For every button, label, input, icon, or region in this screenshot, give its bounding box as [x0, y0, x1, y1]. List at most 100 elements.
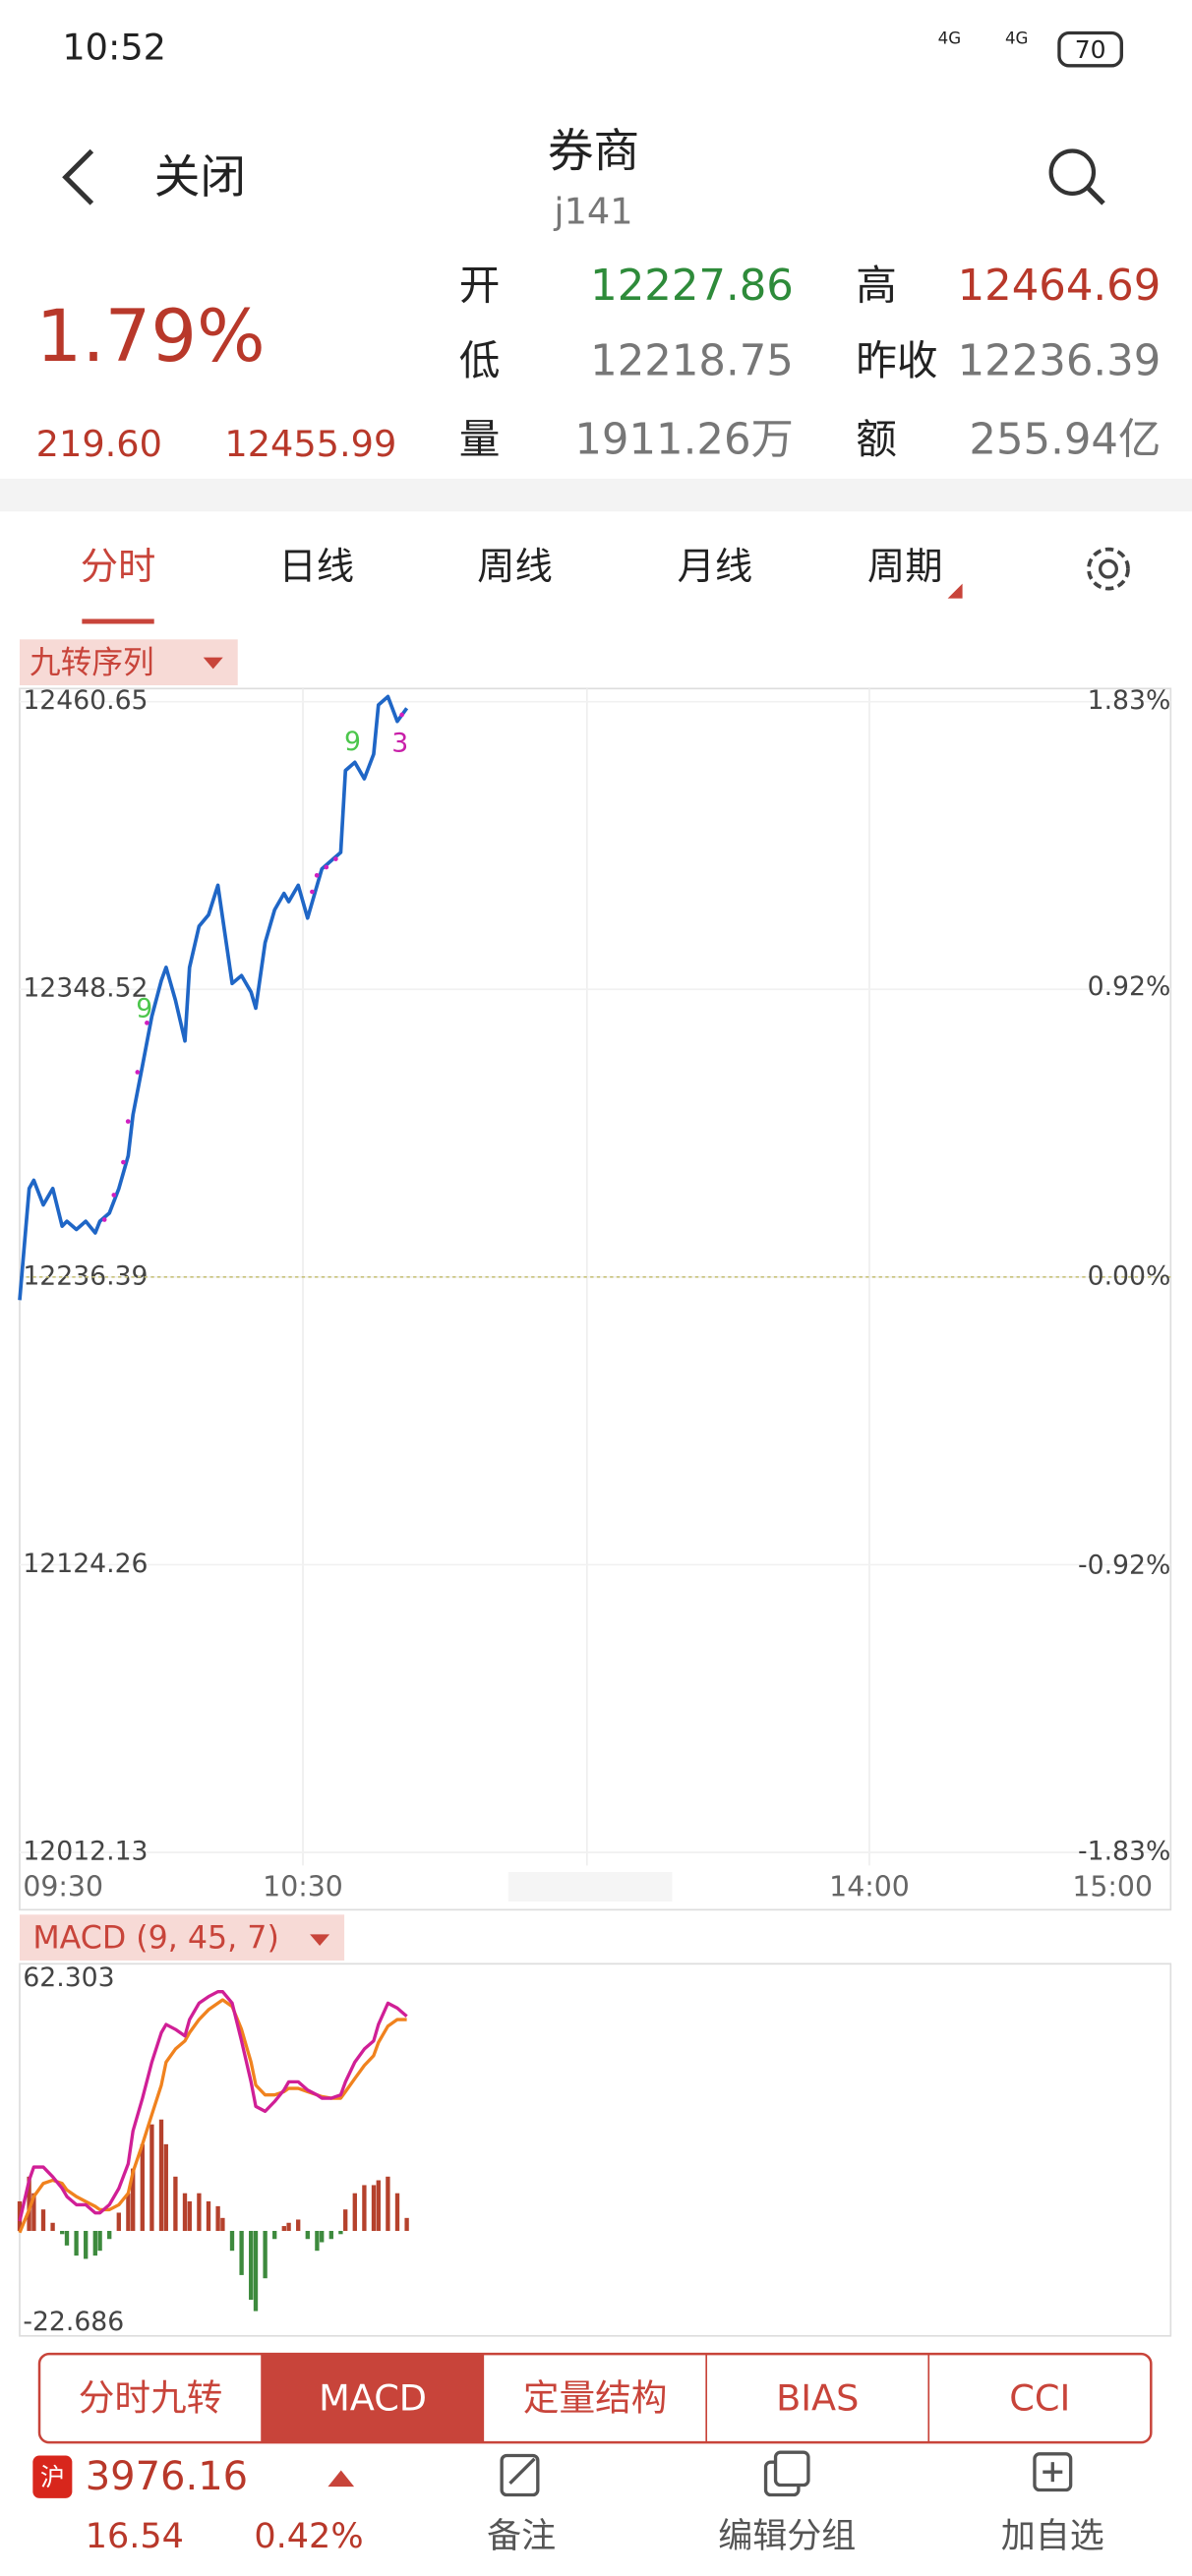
indicator-selector[interactable]: 九转序列 [30, 645, 154, 680]
macd-bar [163, 2143, 168, 2232]
macd-title-box[interactable] [20, 1914, 345, 1961]
macd-line [18, 1990, 408, 2222]
macd-bar [158, 2119, 164, 2232]
indicator-tab[interactable]: 定量结构 [523, 2376, 668, 2419]
action[interactable]: 编辑分组 [718, 2517, 856, 2556]
macd-bar [92, 2231, 97, 2256]
macd-bar [50, 2222, 55, 2232]
macd-bar [263, 2231, 268, 2279]
field-value: 12227.86 [590, 262, 794, 311]
macd-bar [386, 2176, 390, 2232]
y2-tick-label: -0.92% [1078, 1551, 1170, 1581]
note-pen [508, 2457, 536, 2486]
macd-bar [305, 2231, 310, 2240]
macd-title[interactable]: MACD (9, 45, 7) [32, 1920, 278, 1956]
macd-bar [220, 2217, 225, 2232]
group-icon[interactable] [763, 2450, 810, 2497]
macd-bar [27, 2176, 31, 2232]
macd-bar [149, 2124, 154, 2232]
y2-tick-label: 1.83% [1088, 685, 1171, 716]
macd-line [18, 1998, 407, 2234]
search-icon[interactable] [1048, 148, 1105, 205]
change-pct: 1.79% [36, 295, 266, 379]
field-value: 255.94亿 [969, 416, 1161, 465]
field-label: 低 [459, 336, 501, 384]
action[interactable]: 备注 [487, 2517, 556, 2556]
network: 4G [1005, 29, 1029, 48]
macd-bar [296, 2219, 301, 2232]
macd-bar [116, 2212, 121, 2232]
change: 219.60 [36, 423, 162, 465]
macd-bar [376, 2180, 381, 2232]
macd-bar [74, 2231, 79, 2256]
nine-turn-dot [135, 1070, 141, 1075]
note-icon[interactable] [500, 2453, 540, 2497]
close-button[interactable]: 关闭 [154, 151, 246, 205]
macd-bar [215, 2205, 220, 2232]
macd-bar [131, 2168, 136, 2232]
field-label: 昨收 [856, 336, 937, 384]
field-value: 12464.69 [958, 262, 1162, 311]
x-tick-label: 14:00 [829, 1871, 910, 1903]
nine-turn-dot [121, 1159, 126, 1165]
indicator-tab[interactable]: CCI [1009, 2376, 1070, 2419]
nine-turn-dot [314, 873, 320, 878]
macd-bar [362, 2185, 367, 2232]
macd-bar [84, 2231, 89, 2259]
macd-bar [140, 2143, 145, 2232]
indicator-tab[interactable]: BIAS [776, 2376, 859, 2419]
macd-bar [229, 2231, 235, 2252]
macd-bar [31, 2193, 36, 2232]
y2-tick-label: 0.92% [1088, 971, 1171, 1002]
field-value: 1911.26万 [574, 416, 794, 465]
annotation: 9 [344, 727, 361, 757]
nine-turn-dot [145, 1021, 149, 1025]
gear-outer [1087, 547, 1130, 591]
network: 4G [938, 29, 962, 48]
add-icon[interactable] [1033, 2452, 1073, 2492]
period-tab[interactable]: 周期 [867, 545, 943, 589]
dropdown-icon [310, 1934, 330, 1947]
up-arrow [328, 2470, 355, 2488]
note-box [500, 2453, 540, 2497]
macd-bar [239, 2231, 244, 2275]
y2-tick-label: -1.83% [1078, 1836, 1170, 1866]
indicator-tab[interactable]: MACD [319, 2376, 427, 2419]
separator [0, 478, 1192, 512]
period-tab[interactable]: 分时 [81, 545, 156, 589]
annotation: 9 [136, 994, 152, 1025]
price: 12455.99 [224, 423, 396, 465]
x-tick-label: 09:30 [23, 1871, 103, 1903]
nine-turn-dot [125, 1119, 131, 1124]
index-change-pct: 0.42% [254, 2517, 363, 2556]
macd-bar [40, 2209, 46, 2232]
macd-bar [197, 2193, 202, 2232]
index-change: 16.54 [86, 2517, 184, 2556]
y-tick-label: 62.303 [23, 1962, 114, 1993]
period-tab[interactable]: 日线 [278, 545, 354, 589]
nine-turn-dot [101, 1217, 107, 1222]
battery-icon [1057, 30, 1123, 68]
action[interactable]: 加自选 [1001, 2517, 1104, 2556]
search-handle [1087, 187, 1105, 205]
back-icon[interactable] [62, 148, 94, 205]
macd-bar [64, 2231, 70, 2246]
period-tab[interactable]: 周线 [477, 545, 553, 589]
add-box [1033, 2452, 1073, 2492]
market: 沪 [40, 2463, 65, 2491]
y2-tick-label: 0.00% [1088, 1260, 1171, 1291]
index-price[interactable]: 3976.16 [86, 2454, 248, 2499]
x-tick-label: 10:30 [263, 1871, 343, 1903]
y-tick-label: -22.686 [23, 2307, 124, 2337]
battery-level: 70 [1075, 35, 1106, 64]
selector-box[interactable] [20, 639, 238, 685]
field-label: 高 [856, 262, 897, 310]
y-tick-label: 12236.39 [23, 1260, 148, 1291]
nine-turn-dot [310, 889, 315, 895]
settings-icon[interactable] [1087, 547, 1130, 591]
field-label: 量 [459, 415, 501, 463]
y-tick-label: 12124.26 [23, 1549, 148, 1579]
indicator-tab[interactable]: 分时九转 [79, 2376, 223, 2419]
period-tab[interactable]: 月线 [678, 545, 753, 589]
